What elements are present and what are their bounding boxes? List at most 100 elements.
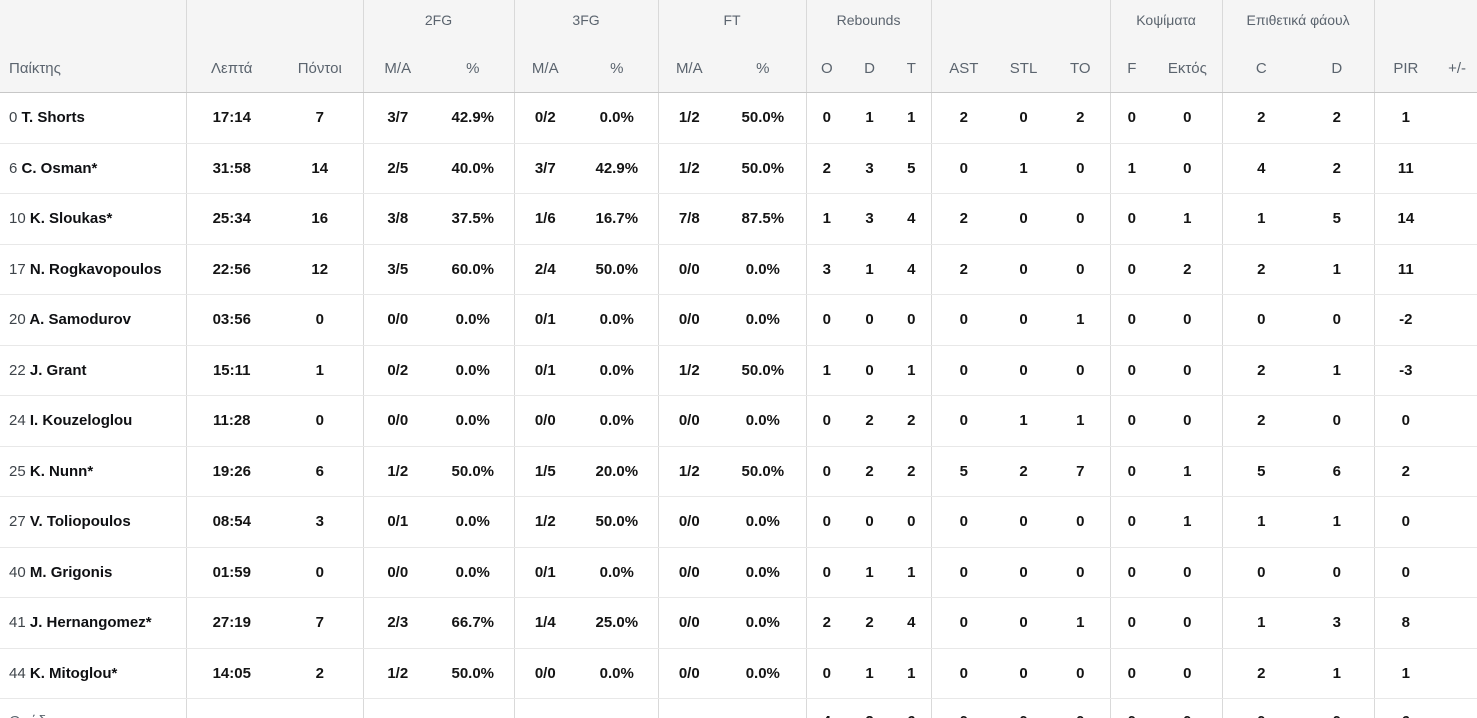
cell-minutes: 31:58 xyxy=(186,143,277,194)
cell-rebounds-t: 1 xyxy=(892,345,932,396)
cell-rebounds-o: 1 xyxy=(806,345,848,396)
group-spacer-player xyxy=(0,0,187,35)
cell-ast: 0 xyxy=(931,143,997,194)
cell-2fg-ma: 3/7 xyxy=(363,92,432,144)
group-spacer-pir-pm xyxy=(1374,0,1477,35)
cell-rebounds-o: 4 xyxy=(806,699,847,718)
cell-fouls-c: 2 xyxy=(1222,648,1301,699)
group-header-blocks: Κοψίματα xyxy=(1110,0,1223,35)
column-header-row: Παίκτης Λεπτά Πόντοι M/A % M/A % M/A % O… xyxy=(0,35,1477,93)
player-cell: 40 M. Grigonis xyxy=(0,547,187,598)
player-number: 41 xyxy=(9,614,26,632)
cell-plusminus xyxy=(1437,193,1477,245)
player-cell: 0 T. Shorts xyxy=(0,92,187,144)
cell-stl: 0 xyxy=(996,496,1052,548)
group-header-ft: FT xyxy=(658,0,807,35)
cell-ft-pct: 50.0% xyxy=(720,92,807,144)
cell-to: 1 xyxy=(1051,294,1111,346)
cell-2fg-ma: 2/3 xyxy=(363,597,432,649)
cell-stl: 0 xyxy=(996,648,1052,699)
cell-pir: 14 xyxy=(1374,193,1438,245)
player-name: K. Nunn* xyxy=(29,462,94,480)
cell-blocks-f: 0 xyxy=(1110,294,1154,346)
cell-blocks-f: 0 xyxy=(1110,395,1154,447)
cell-fouls-d: 3 xyxy=(1300,597,1375,649)
player-cell: 41 J. Hernangomez* xyxy=(0,597,187,649)
cell-pir: 8 xyxy=(1374,597,1438,649)
cell-ft-pct: 0.0% xyxy=(720,244,807,295)
cell-rebounds-o: 3 xyxy=(806,244,848,295)
cell-plusminus xyxy=(1437,648,1477,699)
cell-rebounds-o: 2 xyxy=(806,597,848,649)
cell-rebounds-d: 2 xyxy=(847,597,893,649)
cell-ft-pct: 0.0% xyxy=(720,395,807,447)
cell-rebounds-d: 0 xyxy=(847,294,893,346)
player-cell: 22 J. Grant xyxy=(0,345,187,396)
cell-rebounds-d: 1 xyxy=(847,92,893,144)
player-cell: 6 C. Osman* xyxy=(0,143,187,194)
cell-2fg-pct: 50.0% xyxy=(432,446,515,497)
player-name: C. Osman* xyxy=(21,159,98,177)
cell-plusminus xyxy=(1437,597,1477,649)
header-rebounds-d: D xyxy=(847,35,893,93)
cell-ft-pct: 0.0% xyxy=(720,496,807,548)
cell-points: 3 xyxy=(277,496,364,548)
cell-3fg-pct: 42.9% xyxy=(576,143,659,194)
cell-rebounds-t: 4 xyxy=(892,244,932,295)
cell-to: 0 xyxy=(1051,345,1111,396)
cell-pir: 2 xyxy=(1374,446,1438,497)
player-cell: 20 A. Samodurov xyxy=(0,294,187,346)
cell-2fg-ma: 1/2 xyxy=(363,648,432,699)
table-body: 0 T. Shorts 17:14 7 3/7 42.9% 0/2 0.0% 1… xyxy=(0,92,1477,699)
cell-rebounds-t: 4 xyxy=(892,597,932,649)
cell-3fg-ma: 1/4 xyxy=(514,597,577,649)
cell-2fg-pct: 0.0% xyxy=(432,294,515,346)
cell-blocks-against: 1 xyxy=(1153,496,1223,548)
cell-blocks-against: 0 xyxy=(1153,345,1223,396)
player-number: 44 xyxy=(9,664,26,682)
table-row: 6 C. Osman* 31:58 14 2/5 40.0% 3/7 42.9%… xyxy=(0,143,1477,194)
header-ft-pct: % xyxy=(720,35,807,93)
cell-2fg-ma: 0/0 xyxy=(363,547,432,598)
cell-points: 2 xyxy=(277,648,364,699)
header-blocks-against: Εκτός xyxy=(1153,35,1223,93)
cell-rebounds-t: 2 xyxy=(892,446,932,497)
cell-fouls-d: 0 xyxy=(1300,395,1375,447)
cell-3fg-pct: 50.0% xyxy=(576,244,659,295)
player-cell: 25 K. Nunn* xyxy=(0,446,187,497)
cell-rebounds-d: 0 xyxy=(847,496,893,548)
cell-ft-pct: 87.5% xyxy=(720,193,807,245)
player-name: J. Hernangomez* xyxy=(29,614,152,632)
cell-plusminus xyxy=(1437,496,1477,548)
table-row: 40 M. Grigonis 01:59 0 0/0 0.0% 0/1 0.0%… xyxy=(0,547,1477,598)
team-total-body: Ομάδα 4 2 6 0 0 0 0 0 0 0 6 xyxy=(0,698,1477,718)
header-pir: PIR xyxy=(1374,35,1438,93)
cell-to: 0 xyxy=(1051,244,1111,295)
cell-ast: 5 xyxy=(931,446,997,497)
cell-pir: 0 xyxy=(1374,496,1438,548)
cell-2fg-pct: 50.0% xyxy=(432,648,515,699)
cell-fouls-d: 1 xyxy=(1300,244,1375,295)
cell-ft-ma: 1/2 xyxy=(658,143,721,194)
cell-3fg-ma: 0/0 xyxy=(514,648,577,699)
cell-blocks-f: 0 xyxy=(1110,345,1154,396)
cell-fouls-d: 1 xyxy=(1300,496,1375,548)
cell-blocks-against: 0 xyxy=(1153,597,1223,649)
cell-points: 0 xyxy=(277,395,364,447)
group-header-3fg: 3FG xyxy=(514,0,659,35)
cell-2fg-pct: 0.0% xyxy=(432,395,515,447)
player-cell: 17 N. Rogkavopoulos xyxy=(0,244,187,295)
header-points: Πόντοι xyxy=(277,35,364,93)
cell-3fg-pct: 25.0% xyxy=(576,597,659,649)
cell-3fg-pct: 0.0% xyxy=(576,648,659,699)
cell-stl: 0 xyxy=(996,597,1052,649)
cell-fouls-c: 1 xyxy=(1222,496,1301,548)
player-number: 17 xyxy=(9,260,26,278)
cell-points: 7 xyxy=(277,597,364,649)
cell-blocks-f: 0 xyxy=(1110,496,1154,548)
cell-rebounds-d: 1 xyxy=(847,648,893,699)
group-header-offensive-fouls: Επιθετικά φάουλ xyxy=(1222,0,1375,35)
cell-to: 1 xyxy=(1051,395,1111,447)
cell-fouls-d: 5 xyxy=(1300,193,1375,245)
